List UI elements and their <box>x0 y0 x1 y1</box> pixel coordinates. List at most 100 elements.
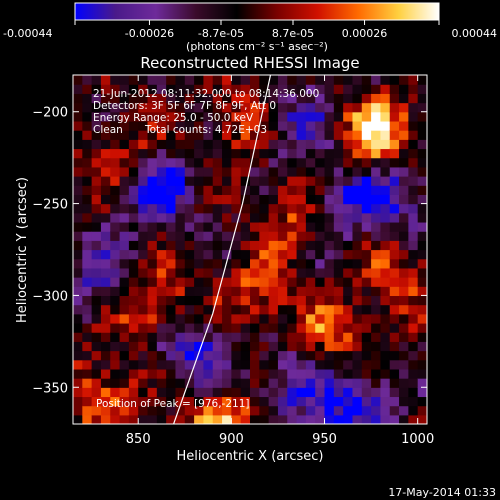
heatmap-cell <box>100 102 111 113</box>
heatmap-cell <box>268 332 279 342</box>
heatmap-cell <box>380 157 391 168</box>
heatmap-cell <box>100 185 111 195</box>
heatmap-cell <box>399 166 409 177</box>
heatmap-cell <box>100 194 111 205</box>
heatmap-cell <box>380 139 391 150</box>
heatmap-cell <box>343 267 354 278</box>
heatmap-cell <box>203 368 214 379</box>
heatmap-cell <box>156 221 167 232</box>
heatmap-cell <box>128 130 139 140</box>
heatmap-cell <box>156 414 167 424</box>
heatmap-cell <box>287 368 298 379</box>
heatmap-cell <box>212 102 223 113</box>
heatmap-cell <box>128 203 139 214</box>
heatmap-cell <box>371 277 382 287</box>
heatmap-cell <box>371 93 382 104</box>
heatmap-cell <box>100 350 111 361</box>
heatmap-cell <box>184 249 195 260</box>
heatmap-cell <box>305 378 316 388</box>
heatmap-cell <box>203 84 214 94</box>
heatmap-cell <box>277 212 288 223</box>
heatmap-cell <box>259 84 270 94</box>
heatmap-cell <box>82 111 93 122</box>
heatmap-cell <box>250 368 260 379</box>
heatmap-cell <box>91 304 102 315</box>
heatmap-cell <box>119 231 130 241</box>
heatmap-cell <box>399 249 409 260</box>
heatmap-cell <box>380 130 391 140</box>
heatmap-cell <box>91 212 102 223</box>
heatmap-cell <box>250 203 260 214</box>
heatmap-cell <box>417 166 427 177</box>
heatmap-cell <box>408 84 419 94</box>
heatmap-cell <box>417 84 427 94</box>
heatmap-cell <box>399 332 409 342</box>
heatmap-cell <box>287 322 298 333</box>
heatmap-cell <box>296 93 307 104</box>
heatmap-cell <box>110 194 121 205</box>
heatmap-cell <box>91 231 102 241</box>
heatmap-cell <box>305 313 316 324</box>
heatmap-cell <box>138 120 149 131</box>
heatmap-cell <box>268 405 279 416</box>
heatmap-cell <box>268 221 279 232</box>
heatmap-cell <box>194 194 205 205</box>
heatmap-cell <box>417 414 427 424</box>
heatmap-cell <box>222 212 232 223</box>
heatmap-cell <box>156 148 167 159</box>
heatmap-cell <box>156 341 167 352</box>
heatmap-cell <box>119 277 130 287</box>
heatmap-cell <box>110 212 121 223</box>
heatmap-cell <box>324 111 335 122</box>
heatmap-cell <box>250 231 260 241</box>
heatmap-cell <box>156 368 167 379</box>
heatmap-cell <box>389 267 400 278</box>
heatmap-cell <box>371 295 382 306</box>
heatmap-cell <box>361 350 372 361</box>
heatmap-cell <box>259 130 270 140</box>
heatmap-cell <box>315 93 326 104</box>
heatmap-cell <box>231 277 242 287</box>
heatmap-cell <box>231 249 242 260</box>
heatmap-cell <box>222 176 232 186</box>
heatmap-cell <box>91 313 102 324</box>
heatmap-cell <box>73 240 83 251</box>
heatmap-cell <box>343 414 354 424</box>
heatmap-cell <box>175 120 186 131</box>
heatmap-cell <box>203 267 214 278</box>
heatmap-cell <box>287 139 298 150</box>
heatmap-cell <box>315 387 326 398</box>
heatmap-cell <box>380 387 391 398</box>
heatmap-cell <box>100 203 111 214</box>
heatmap-cell <box>240 332 251 342</box>
heatmap-cell <box>100 231 111 241</box>
heatmap-cell <box>333 277 344 287</box>
heatmap-cell <box>119 102 130 113</box>
heatmap-cell <box>231 295 242 306</box>
heatmap-cell <box>156 120 167 131</box>
heatmap-cell <box>166 139 177 150</box>
heatmap-cell <box>315 139 326 150</box>
heatmap-cell <box>324 267 335 278</box>
heatmap-cell <box>100 378 111 388</box>
heatmap-cell <box>212 84 223 94</box>
heatmap-cell <box>175 405 186 416</box>
heatmap-cell <box>100 130 111 140</box>
heatmap-cell <box>203 304 214 315</box>
heatmap-cell <box>417 93 427 104</box>
heatmap-cell <box>184 378 195 388</box>
heatmap-cell <box>73 368 83 379</box>
heatmap-cell <box>371 166 382 177</box>
heatmap-cell <box>259 350 270 361</box>
heatmap-cell <box>119 75 130 85</box>
heatmap-cell <box>82 359 93 370</box>
heatmap-cell <box>268 277 279 287</box>
heatmap-cell <box>250 378 260 388</box>
heatmap-cell <box>296 249 307 260</box>
heatmap-cell <box>259 75 270 85</box>
heatmap-cell <box>175 313 186 324</box>
heatmap-cell <box>212 240 223 251</box>
heatmap-cell <box>100 93 111 104</box>
heatmap-cell <box>417 120 427 131</box>
heatmap-cell <box>408 120 419 131</box>
